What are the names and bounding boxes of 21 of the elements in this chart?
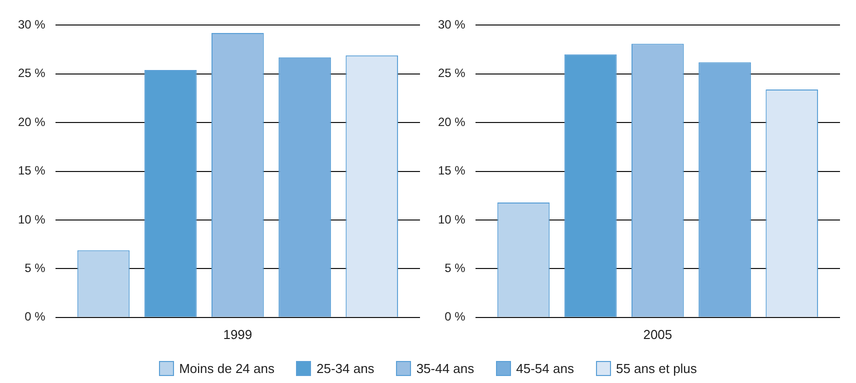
legend-label: 25-34 ans	[316, 361, 374, 376]
x-tick-label: 2005	[643, 326, 672, 342]
legend-label: Moins de 24 ans	[179, 361, 274, 376]
y-tick-label: 30 %	[438, 18, 466, 32]
x-tick-label: 1999	[223, 326, 252, 342]
y-tick-label: 30 %	[18, 18, 46, 32]
y-tick-label: 0 %	[444, 310, 466, 324]
y-tick-label: 15 %	[438, 164, 466, 178]
legend-label: 45-54 ans	[516, 361, 574, 376]
y-tick-label: 20 %	[438, 114, 466, 129]
legend-label: 55 ans et plus	[616, 361, 697, 376]
y-tick-label: 10 %	[18, 212, 46, 226]
y-tick-label: 25 %	[18, 66, 46, 80]
y-tick-label: 5 %	[24, 261, 46, 276]
legend-label: 35-44 ans	[416, 361, 474, 376]
y-tick-label: 25 %	[438, 66, 466, 80]
y-tick-label: 5 %	[444, 261, 466, 276]
y-tick-label: 10 %	[438, 212, 466, 226]
y-tick-label: 0 %	[24, 310, 46, 324]
y-tick-label: 15 %	[18, 164, 46, 178]
y-tick-label: 20 %	[18, 114, 46, 129]
